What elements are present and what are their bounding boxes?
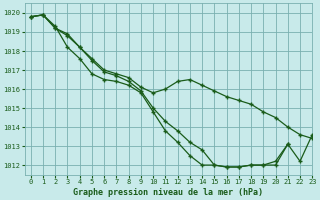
X-axis label: Graphe pression niveau de la mer (hPa): Graphe pression niveau de la mer (hPa) bbox=[74, 188, 263, 197]
